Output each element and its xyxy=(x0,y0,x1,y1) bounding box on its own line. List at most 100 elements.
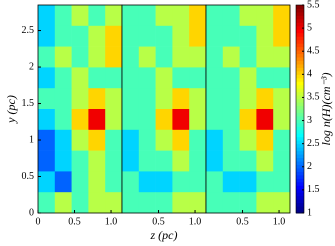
x-tick-label: 0.5 xyxy=(152,216,165,227)
heat-cell xyxy=(138,171,156,193)
heat-cell xyxy=(138,25,156,47)
heat-cell xyxy=(239,150,257,172)
heat-cell xyxy=(138,5,156,27)
heat-cell xyxy=(239,88,257,110)
colorbar-tick-label: 2 xyxy=(307,161,312,172)
heat-cell xyxy=(239,109,257,131)
heat-cell xyxy=(88,88,106,110)
heat-cell xyxy=(273,67,291,89)
colorbar-step xyxy=(296,167,304,172)
heat-cell xyxy=(155,150,173,172)
colorbar-tick-label: 5 xyxy=(307,22,312,33)
colorbar-step xyxy=(296,126,304,131)
heat-cell xyxy=(71,192,89,214)
heat-cell xyxy=(122,88,140,110)
heat-cell xyxy=(256,109,274,131)
heat-cell xyxy=(172,192,190,214)
heat-cell xyxy=(189,88,207,110)
heat-cell xyxy=(273,46,291,68)
x-tick-label: 1.0 xyxy=(189,216,202,227)
y-tick-label: 0.5 xyxy=(22,171,35,182)
colorbar-tick-label: 4 xyxy=(307,69,312,80)
heat-cell xyxy=(54,5,72,27)
heat-cell xyxy=(273,171,291,193)
heat-cell xyxy=(206,192,224,214)
heat-cell xyxy=(38,150,56,172)
heat-cell xyxy=(88,25,106,47)
heat-cell xyxy=(222,25,240,47)
heat-cell xyxy=(38,171,56,193)
colorbar-label: log n(H)(cm⁻³) xyxy=(319,73,333,146)
heat-cell xyxy=(122,150,140,172)
heat-cell xyxy=(38,192,56,214)
colorbar-step xyxy=(296,157,304,162)
y-tick-label: 1 xyxy=(29,134,34,145)
heat-cell xyxy=(206,5,224,27)
heat-cell xyxy=(172,5,190,27)
heat-cell xyxy=(256,171,274,193)
heat-cell xyxy=(122,129,140,151)
colorbar-step xyxy=(296,119,304,124)
heat-cell xyxy=(54,171,72,193)
heat-cell xyxy=(88,5,106,27)
heat-cell xyxy=(138,46,156,68)
x-tick-label: 0.5 xyxy=(68,216,81,227)
x-tick-label: 1.0 xyxy=(273,216,286,227)
heat-cell xyxy=(273,150,291,172)
heat-cell xyxy=(222,5,240,27)
heat-cell xyxy=(71,171,89,193)
heat-cell xyxy=(138,67,156,89)
heat-cell xyxy=(222,88,240,110)
colorbar-step xyxy=(296,46,304,51)
colorbar-step xyxy=(296,122,304,127)
colorbar-step xyxy=(296,164,304,169)
colorbar-step xyxy=(296,39,304,44)
heat-cell xyxy=(206,46,224,68)
colorbar-step xyxy=(296,102,304,107)
colorbar-step xyxy=(296,136,304,141)
heat-cell xyxy=(273,109,291,131)
heat-cell xyxy=(172,109,190,131)
heat-cell xyxy=(38,46,56,68)
heat-cell xyxy=(273,129,291,151)
colorbar-tick-label: 3.5 xyxy=(307,92,320,103)
heat-cell xyxy=(122,67,140,89)
heat-cell xyxy=(155,109,173,131)
colorbar-step xyxy=(296,11,304,16)
heat-cell xyxy=(54,109,72,131)
y-tick-label: 2 xyxy=(29,61,34,72)
colorbar-step xyxy=(296,112,304,117)
heat-cell xyxy=(71,109,89,131)
heat-cell xyxy=(222,67,240,89)
heat-cell xyxy=(105,150,123,172)
heat-cell xyxy=(54,150,72,172)
colorbar-step xyxy=(296,74,304,79)
colorbar-step xyxy=(296,195,304,200)
colorbar-tick-label: 3 xyxy=(307,115,312,126)
colorbar-step xyxy=(296,53,304,58)
colorbar-step xyxy=(296,98,304,103)
heat-cell xyxy=(239,25,257,47)
heat-cell xyxy=(138,129,156,151)
heat-cell xyxy=(54,129,72,151)
heat-cell xyxy=(105,25,123,47)
heat-cell xyxy=(206,88,224,110)
heat-cell xyxy=(256,67,274,89)
heat-cell xyxy=(189,25,207,47)
heat-cell xyxy=(88,171,106,193)
colorbar-step xyxy=(296,143,304,148)
colorbar-step xyxy=(296,181,304,186)
heat-cell xyxy=(172,46,190,68)
heat-cell xyxy=(239,171,257,193)
heat-cell xyxy=(122,25,140,47)
heat-cell xyxy=(239,192,257,214)
heat-cell xyxy=(206,129,224,151)
heat-cell xyxy=(54,192,72,214)
colorbar-step xyxy=(296,174,304,179)
heat-cell xyxy=(71,5,89,27)
colorbar-step xyxy=(296,171,304,176)
colorbar-step xyxy=(296,178,304,183)
heat-cell xyxy=(239,129,257,151)
y-tick-label: 2.5 xyxy=(22,25,35,36)
colorbar-tick-label: 1.5 xyxy=(307,184,320,195)
